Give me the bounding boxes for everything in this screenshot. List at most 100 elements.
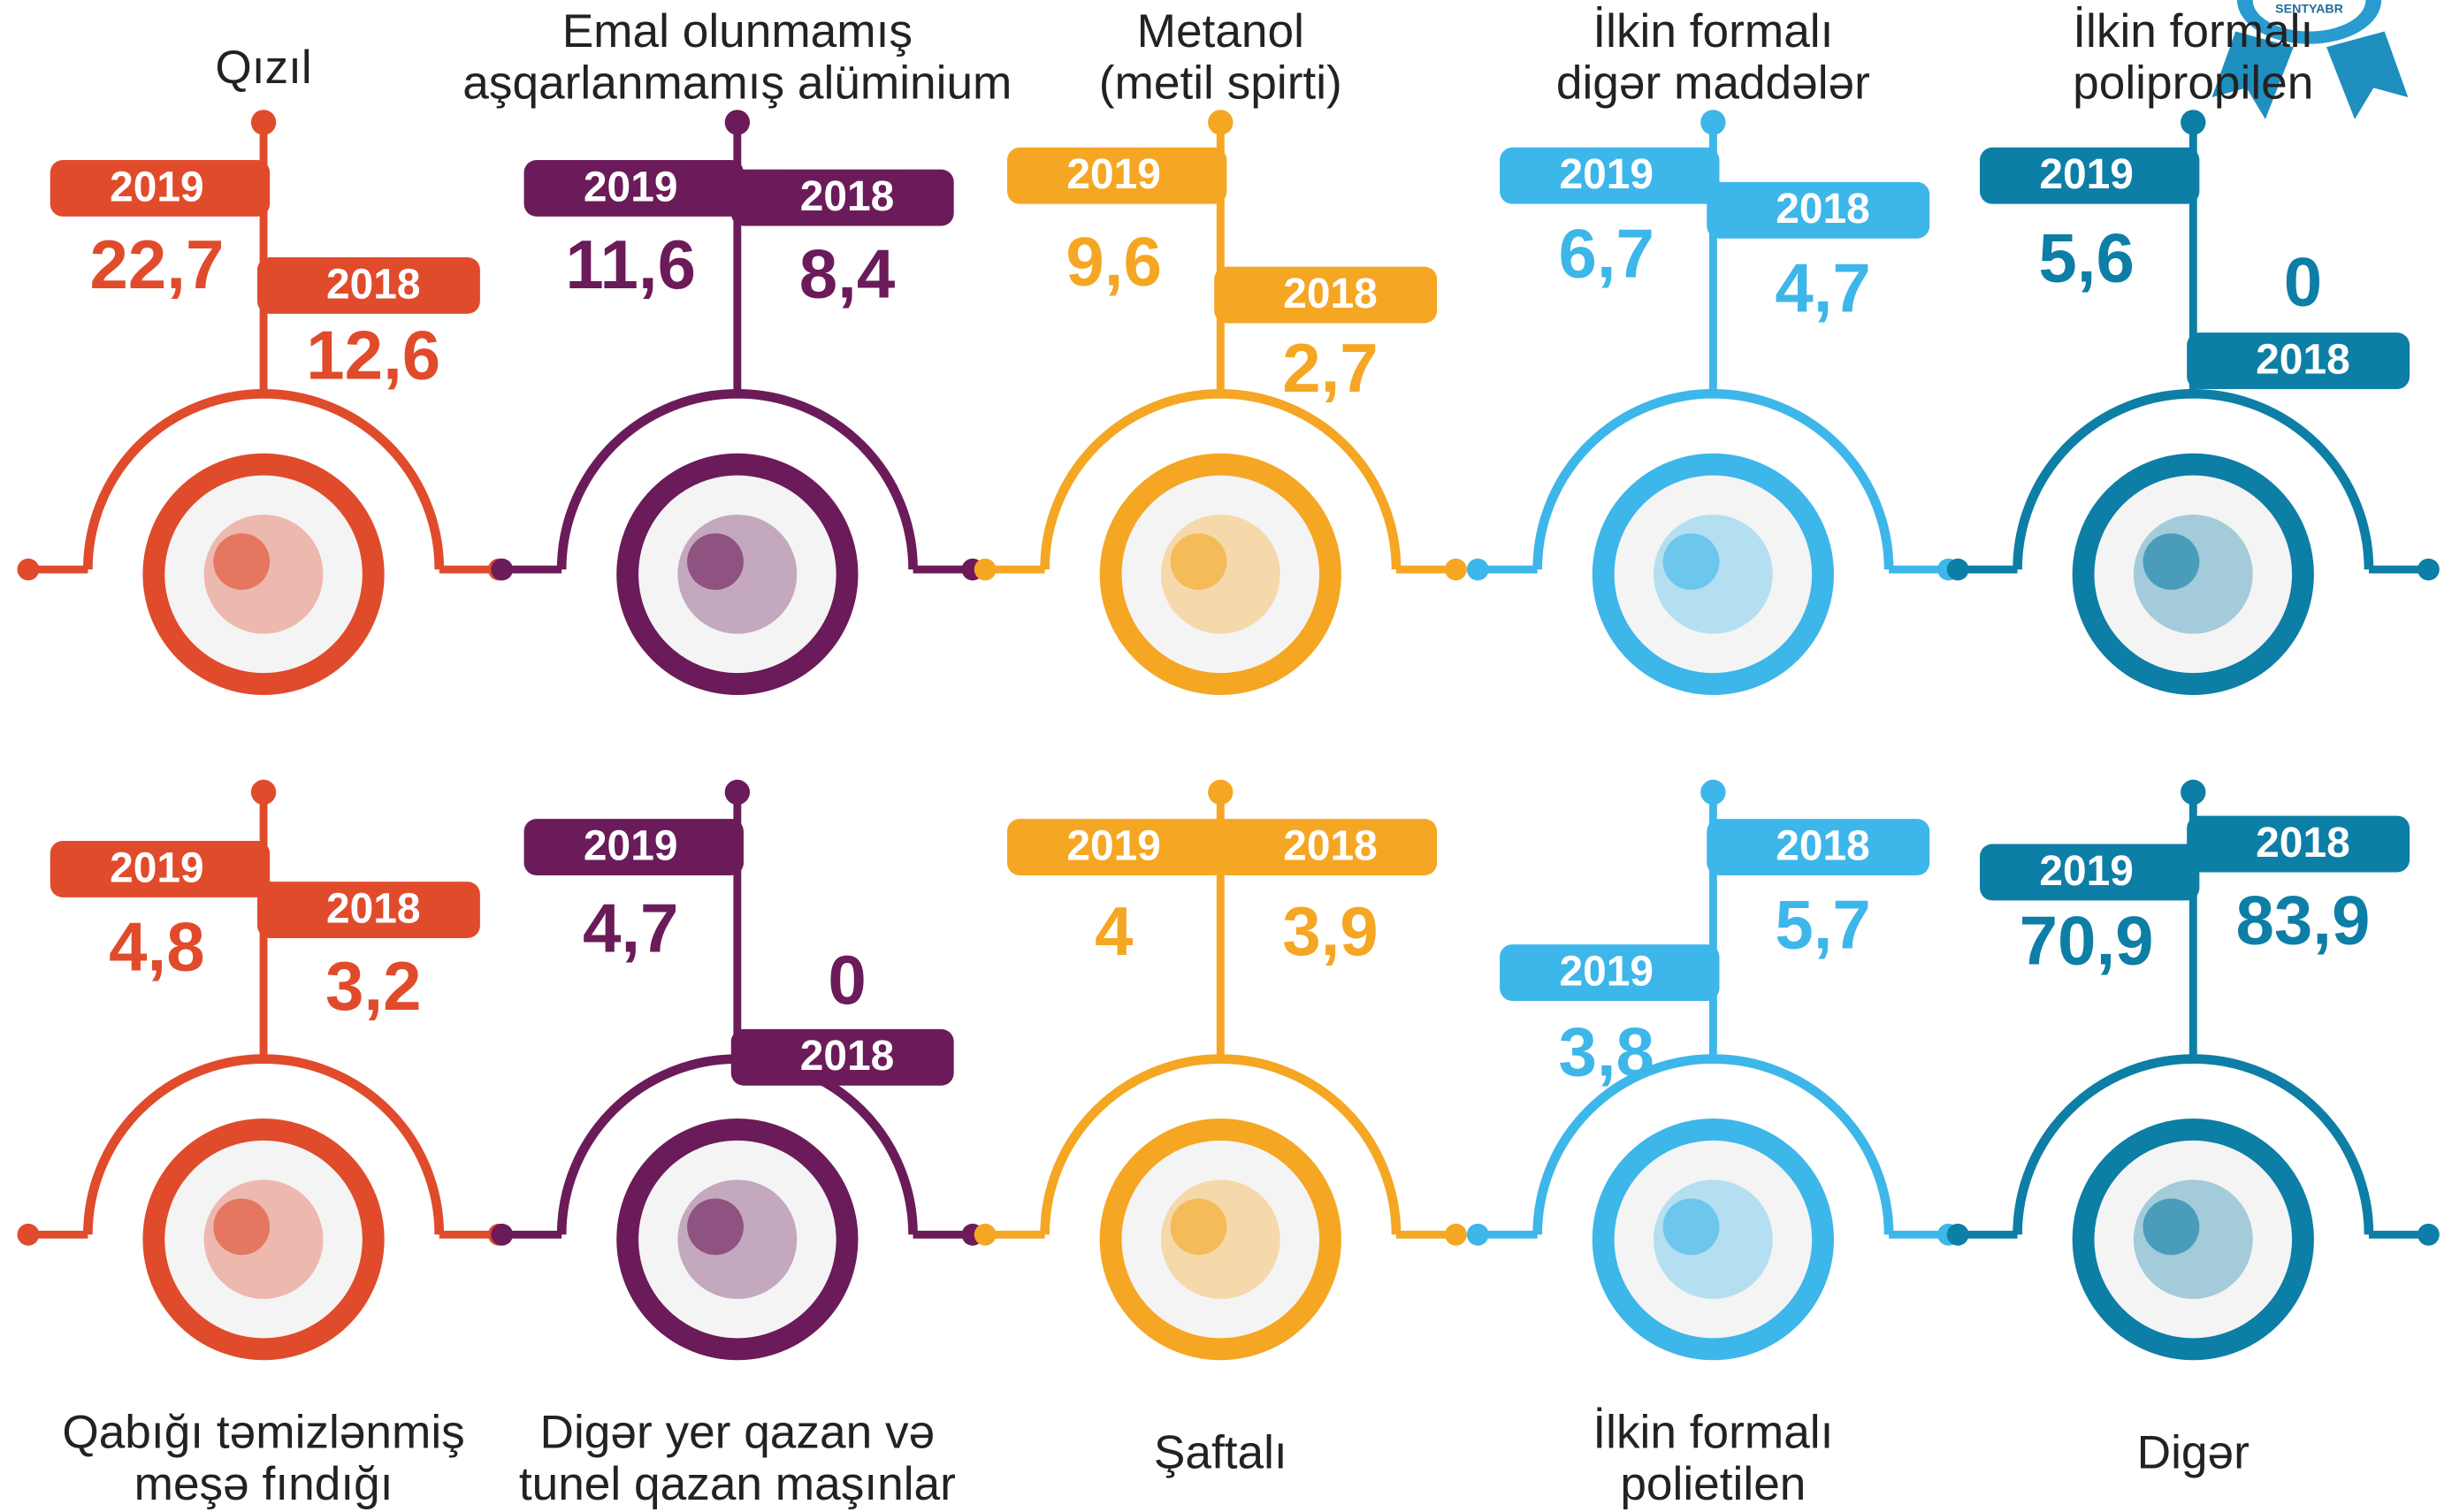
value: 0 bbox=[828, 941, 866, 1019]
year-label: 2018 bbox=[1283, 823, 1378, 870]
stem-dot bbox=[1208, 110, 1233, 134]
stem-dot bbox=[1700, 110, 1725, 134]
arm-dot bbox=[1445, 559, 1467, 581]
icon bbox=[1663, 1198, 1720, 1255]
arm-dot bbox=[491, 1224, 513, 1246]
year-label: 2019 bbox=[584, 823, 678, 870]
arm-dot bbox=[18, 1224, 40, 1246]
year-label: 2018 bbox=[2256, 337, 2350, 384]
item-name: Qabığı təmizlənmiş bbox=[62, 1406, 464, 1458]
item: 2019 70,9 2018 83,9 Digər bbox=[1947, 780, 2440, 1479]
page: SENTYABR 201922,7201812,6Qızıl201911,620… bbox=[0, 0, 2452, 1512]
item-name: Metanol bbox=[1137, 5, 1304, 57]
stem-dot bbox=[725, 110, 750, 134]
icon bbox=[2143, 1198, 2199, 1255]
value: 11,6 bbox=[565, 225, 696, 303]
item-name: polietilen bbox=[1620, 1458, 1806, 1510]
icon bbox=[687, 1198, 744, 1255]
stem-dot bbox=[251, 110, 276, 134]
value: 3,9 bbox=[1282, 892, 1379, 970]
value: 2,7 bbox=[1282, 329, 1379, 407]
arm-dot bbox=[1947, 559, 1969, 581]
year-label: 2019 bbox=[1066, 151, 1161, 198]
value: 4,8 bbox=[109, 908, 204, 986]
year-label: 2019 bbox=[110, 164, 204, 210]
item-name: digər maddələr bbox=[1556, 57, 1870, 110]
year-label: 2019 bbox=[2039, 151, 2134, 198]
value: 4,7 bbox=[1775, 248, 1871, 326]
arm-dot bbox=[1467, 559, 1489, 581]
item-name: Şaftalı bbox=[1154, 1427, 1287, 1479]
item-name: (metil spirti) bbox=[1099, 57, 1342, 110]
year-label: 2018 bbox=[326, 261, 421, 308]
value: 83,9 bbox=[2236, 881, 2371, 958]
year-label: 2018 bbox=[1776, 186, 1870, 233]
arm-dot bbox=[974, 559, 997, 581]
year-label: 2019 bbox=[1559, 948, 1654, 995]
value: 8,4 bbox=[799, 234, 896, 312]
item-name: Digər yer qazan və bbox=[540, 1406, 936, 1458]
year-label: 2019 bbox=[1066, 823, 1161, 870]
icon bbox=[687, 533, 744, 590]
value: 5,7 bbox=[1775, 886, 1871, 964]
icon bbox=[1663, 533, 1720, 590]
stem-dot bbox=[2181, 780, 2205, 805]
year-label: 2019 bbox=[1559, 151, 1654, 198]
year-label: 2019 bbox=[2039, 848, 2134, 895]
year-label: 2018 bbox=[1283, 271, 1378, 317]
stem-dot bbox=[1208, 780, 1233, 805]
value: 70,9 bbox=[2020, 901, 2154, 979]
item-name: tunel qazan maşınlar bbox=[519, 1458, 956, 1510]
item-name: Digər bbox=[2137, 1427, 2250, 1479]
icon bbox=[213, 1198, 270, 1255]
stem-dot bbox=[1700, 780, 1725, 805]
icon bbox=[1171, 533, 1227, 590]
item: 2019 22,7 2018 12,6 Qızıl bbox=[18, 42, 510, 684]
value: 22,7 bbox=[89, 225, 224, 303]
arm-dot bbox=[1445, 1224, 1467, 1246]
infographic: SENTYABR 201922,7201812,6Qızıl201911,620… bbox=[0, 0, 2452, 1512]
year-label: 2019 bbox=[584, 164, 678, 210]
item-name: İlkin formalı bbox=[2073, 5, 2313, 57]
item-name: aşqarlanmamış alüminium bbox=[462, 57, 1012, 110]
item-name: meşə fındığı bbox=[134, 1458, 393, 1510]
arm-dot bbox=[491, 559, 513, 581]
value: 4 bbox=[1095, 892, 1133, 970]
value: 9,6 bbox=[1066, 222, 1162, 300]
stem-dot bbox=[2181, 110, 2205, 134]
year-label: 2018 bbox=[326, 885, 421, 932]
year-label: 2019 bbox=[110, 844, 204, 891]
icon bbox=[2143, 533, 2199, 590]
value: 0 bbox=[2284, 242, 2322, 320]
arm-dot bbox=[2418, 1224, 2440, 1246]
item-name: Qızıl bbox=[215, 42, 311, 94]
year-label: 2018 bbox=[1776, 823, 1870, 870]
arm-dot bbox=[1947, 1224, 1969, 1246]
value: 5,6 bbox=[2038, 219, 2135, 297]
item-name: İlkin formalı bbox=[1593, 1406, 1833, 1458]
arm-dot bbox=[2418, 559, 2440, 581]
value: 4,7 bbox=[583, 889, 679, 966]
year-label: 2018 bbox=[2256, 820, 2350, 867]
value: 3,2 bbox=[325, 947, 422, 1025]
arm-dot bbox=[18, 559, 40, 581]
item: 2019 4 2018 3,9 Şaftalı bbox=[974, 780, 1467, 1479]
item-name: polipropilen bbox=[2073, 57, 2313, 110]
arm-dot bbox=[1467, 1224, 1489, 1246]
value: 3,8 bbox=[1558, 1012, 1654, 1090]
item: 2019 9,6 2018 2,7 Metanol(metil spirti) bbox=[974, 5, 1467, 683]
icon bbox=[1171, 1198, 1227, 1255]
item: 2019 3,8 2018 5,7 İlkin formalıpolietilen bbox=[1467, 780, 1959, 1510]
icon bbox=[213, 533, 270, 590]
arm-dot bbox=[974, 1224, 997, 1246]
value: 12,6 bbox=[306, 317, 440, 394]
year-label: 2018 bbox=[800, 1033, 895, 1080]
stem-dot bbox=[725, 780, 750, 805]
item-name: Emal olunmamış bbox=[562, 5, 913, 57]
value: 6,7 bbox=[1558, 214, 1654, 292]
